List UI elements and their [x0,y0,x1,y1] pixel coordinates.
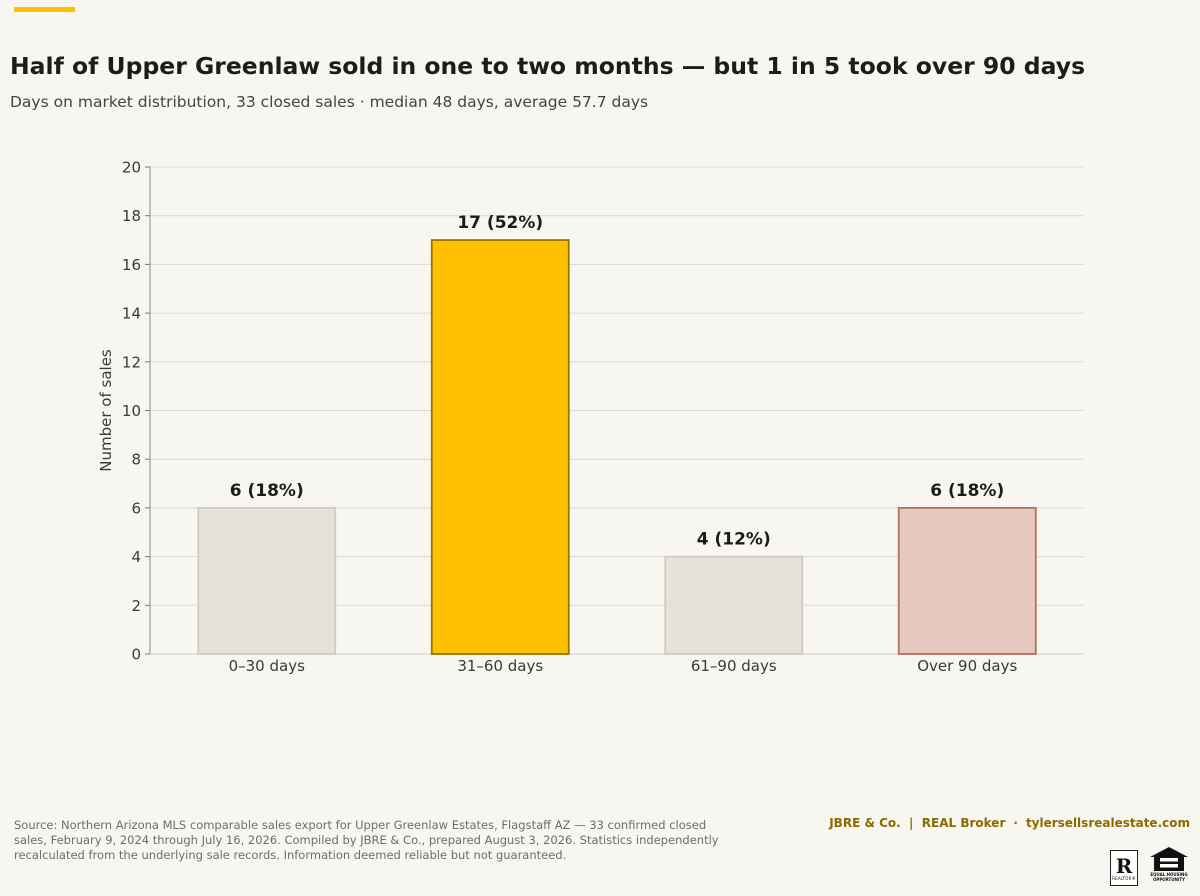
brand-separator: · [1013,816,1018,830]
chart-title: Half of Upper Greenlaw sold in one to tw… [10,52,1086,80]
brand-website[interactable]: tylersellsrealestate.com [1025,816,1190,830]
realtor-text: REALTOR® [1112,875,1136,881]
y-axis-label: Number of sales [97,349,115,472]
y-tick-label: 10 [122,402,141,420]
equal-housing-icon: EQUAL HOUSING OPPORTUNITY [1148,846,1190,886]
bar-2 [430,239,570,655]
chart-subtitle: Days on market distribution, 33 closed s… [10,93,649,111]
y-tick-label: 14 [122,305,141,323]
y-tick-label: 18 [122,207,141,225]
accent-bar [14,7,75,12]
realtor-mark: R [1115,853,1133,878]
equal-housing-text: EQUAL HOUSING OPPORTUNITY [1150,872,1188,882]
x-tick-label: 31–60 days [457,657,543,675]
data-label: 17 (52%) [457,213,543,233]
brand-line: JBRE & Co. | REAL Broker · tylersellsreale… [829,816,1190,830]
brand-name: JBRE & Co. | REAL Broker [829,816,1006,830]
y-tick-label: 0 [131,646,141,664]
data-label: 6 (18%) [930,481,1004,501]
x-tick-label: 61–90 days [691,657,777,675]
bar-1 [197,506,337,655]
y-tick-label: 20 [122,159,141,177]
y-tick-label: 16 [122,256,141,274]
data-label: 4 (12%) [697,530,771,550]
x-tick-label: 0–30 days [229,657,305,675]
bar-4 [897,506,1037,655]
house-icon [1150,847,1188,871]
y-tick-label: 2 [131,597,141,615]
realtor-logo-icon: R REALTOR® [1110,850,1138,886]
x-tick-label: Over 90 days [917,657,1017,675]
bar-3 [664,555,804,655]
bar-chart: 0 2 4 6 8 10 12 14 16 18 20 Number of sales 6 (18%) 0… [97,159,1084,675]
source-note: Source: Northern Arizona MLS comparable … [14,818,719,862]
compliance-badges: R REALTOR® EQUAL HOUSING OPPORTUNITY [1110,846,1190,886]
y-tick-label: 6 [131,499,141,517]
y-tick-label: 4 [131,548,141,566]
y-tick-label: 8 [131,451,141,469]
y-tick-label: 12 [122,353,141,371]
data-label: 6 (18%) [230,481,304,501]
